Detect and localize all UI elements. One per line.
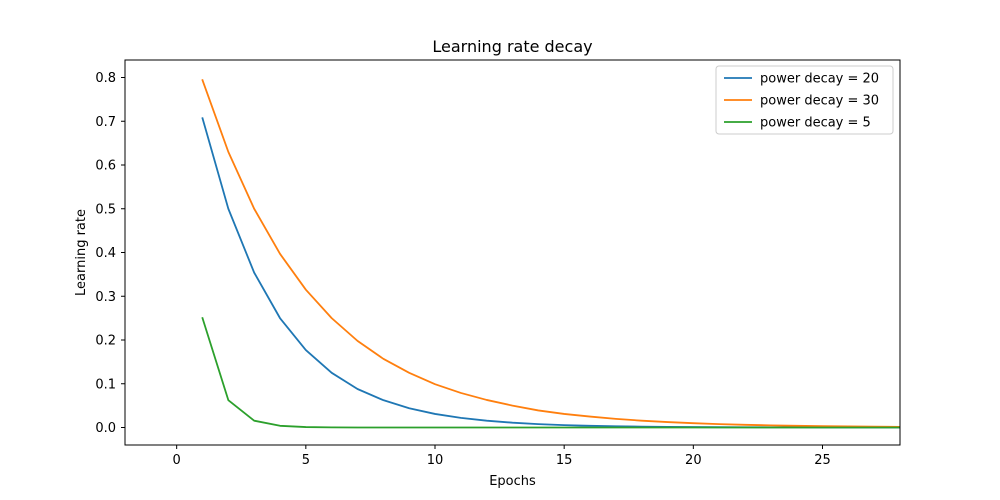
x-tick-label: 0 <box>173 453 181 468</box>
y-tick-label: 0.7 <box>95 115 116 130</box>
legend-entry-label: power decay = 20 <box>760 72 879 87</box>
y-tick-label: 0.8 <box>95 71 116 86</box>
x-tick-label: 5 <box>302 453 310 468</box>
y-axis-label: Learning rate <box>74 209 89 296</box>
legend: power decay = 20 power decay = 30 power de… <box>715 65 894 135</box>
y-tick-label: 0.2 <box>95 334 116 349</box>
y-tick-label: 0.6 <box>95 159 116 174</box>
y-tick-label: 0.1 <box>95 377 116 392</box>
axis-ticks: 0 5 10 15 20 25 0.0 0.1 0.2 0.3 0.4 0.5 0.6 0.7 0.8 <box>95 71 830 468</box>
x-tick-label: 25 <box>814 453 831 468</box>
legend-box <box>715 65 894 135</box>
y-tick-label: 0.5 <box>95 202 116 217</box>
series-lines <box>201 78 900 429</box>
legend-entry-label: power decay = 30 <box>760 94 879 109</box>
y-tick-label: 0.4 <box>95 246 116 261</box>
series-line-2 <box>201 78 900 428</box>
y-tick-label: 0.0 <box>95 421 116 436</box>
y-tick-label: 0.3 <box>95 290 116 305</box>
chart-title: Learning rate decay <box>432 37 592 56</box>
legend-entry-label: power decay = 5 <box>760 116 871 131</box>
series-line-3 <box>201 317 900 429</box>
plot-frame <box>124 59 901 446</box>
x-tick-label: 15 <box>556 453 573 468</box>
x-axis-label: Epochs <box>489 474 536 489</box>
series-line-1 <box>201 117 900 429</box>
x-tick-label: 20 <box>685 453 702 468</box>
x-tick-label: 10 <box>427 453 444 468</box>
